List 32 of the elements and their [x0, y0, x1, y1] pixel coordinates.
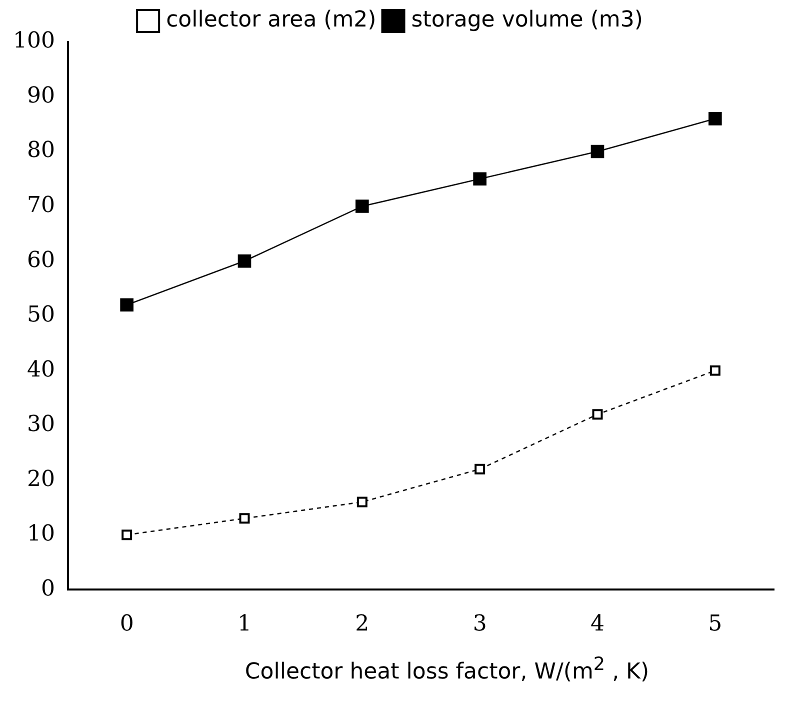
point [356, 200, 369, 213]
y-tick-label: 0 [40, 576, 55, 602]
y-tick-label: 30 [26, 412, 55, 438]
legend-label: collector area (m2) [166, 8, 376, 33]
point [239, 513, 250, 524]
point [592, 409, 603, 420]
y-tick-label: 10 [26, 522, 55, 547]
x-axis-title: Collector heat loss factor, W/(m$^{2}$ , K) [244, 654, 650, 684]
point [473, 172, 486, 186]
y-tick-label: 90 [26, 83, 55, 108]
legend-label: storage volume (m3) [411, 8, 643, 33]
point [238, 254, 252, 268]
x-tick-label: 2 [355, 612, 370, 637]
y-tick-label: 50 [26, 302, 55, 328]
point [710, 365, 720, 376]
point [122, 530, 132, 540]
y-tick-label: 20 [26, 466, 55, 492]
x-tick-label: 5 [708, 612, 722, 637]
y-tick-label: 40 [26, 357, 55, 382]
x-tick-label: 3 [472, 612, 487, 637]
y-tick-label: 80 [26, 138, 55, 164]
point [708, 112, 722, 126]
point [120, 298, 134, 312]
y-tick-label: 70 [26, 193, 55, 218]
x-tick-label: 1 [237, 612, 252, 637]
point [590, 144, 604, 158]
x-tick-label: 4 [590, 612, 604, 637]
y-tick-label: 100 [12, 28, 55, 54]
point [356, 496, 368, 508]
x-tick-label: 0 [120, 612, 134, 637]
y-tick-label: 60 [26, 248, 55, 273]
point [474, 464, 486, 474]
